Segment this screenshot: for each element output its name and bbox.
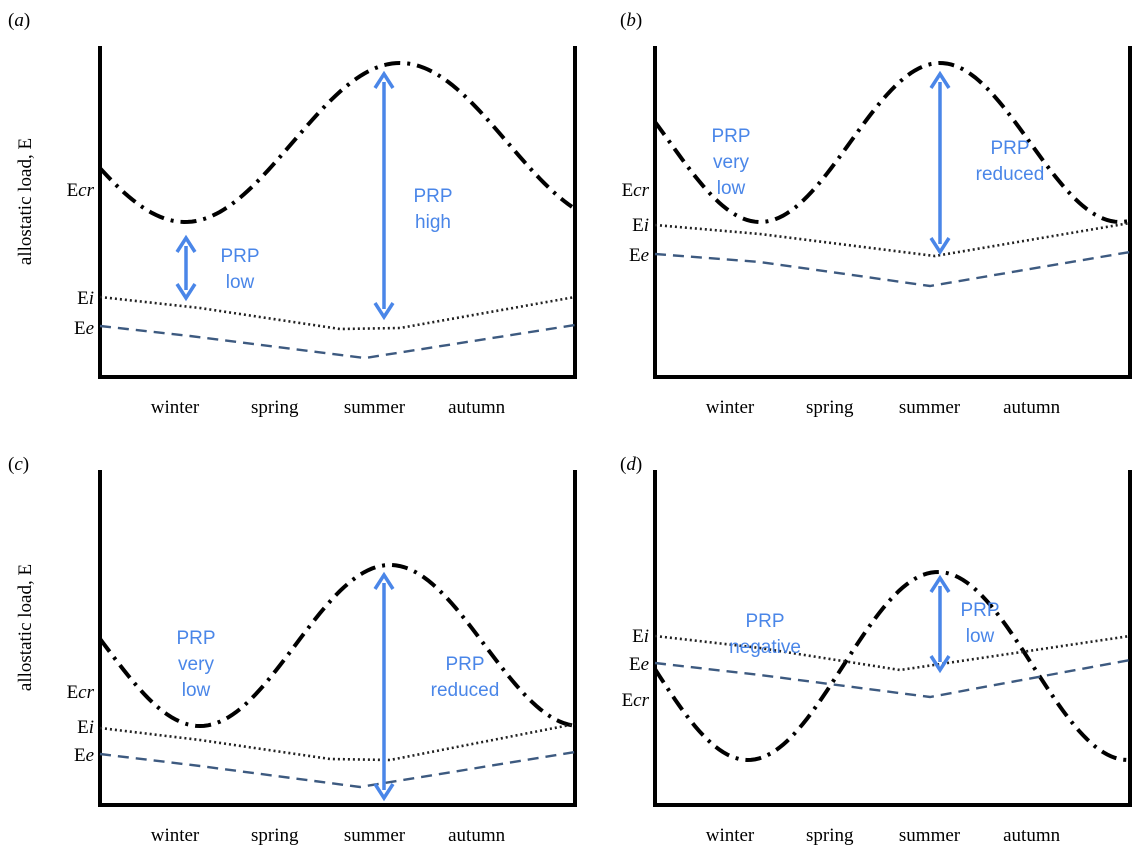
environment-load-curve xyxy=(99,323,576,360)
prp-annotation-1-line: low xyxy=(966,626,995,647)
panel-tag: (c) xyxy=(8,454,29,475)
level-label-critical: Ecr xyxy=(622,690,650,711)
level-label-critical: Ecr xyxy=(67,682,95,703)
season-label-summer: summer xyxy=(899,397,961,418)
prp-arrow-1-head-bottom xyxy=(929,237,951,256)
panel-a: (a) allostatic load, E winter spring summer a… xyxy=(8,10,577,418)
prp-arrow-1-head-top xyxy=(373,571,395,590)
level-label-environment: Ee xyxy=(629,654,649,675)
season-label-winter: winter xyxy=(151,825,200,846)
prp-arrow-0-head-bottom xyxy=(175,283,197,302)
prp-arrow-1-head-bottom xyxy=(373,783,395,802)
internal-load-curve xyxy=(99,722,576,762)
prp-annotation-0-line: low xyxy=(182,680,211,701)
season-label-winter: winter xyxy=(706,397,755,418)
level-label-internal: Ei xyxy=(632,215,649,236)
critical-load-curve xyxy=(98,563,573,729)
level-label-internal: Ei xyxy=(77,717,94,738)
critical-load-curve xyxy=(653,61,1128,224)
prp-arrow-1-head-top xyxy=(929,574,951,593)
prp-annotation-0-line: PRP xyxy=(220,246,259,267)
critical-load-curve xyxy=(98,60,574,224)
prp-arrow-0-head-top xyxy=(175,234,197,253)
environment-load-curve xyxy=(99,750,576,789)
environment-load-curve xyxy=(654,658,1131,699)
season-label-spring: spring xyxy=(251,397,299,418)
panel-tag: (d) xyxy=(620,454,642,475)
prp-arrow-1-head-bottom xyxy=(929,655,951,674)
panel-tag: (b) xyxy=(620,10,642,31)
prp-annotation-0-line: very xyxy=(713,152,749,173)
axis-frame xyxy=(98,46,577,379)
prp-arrow-1-head-top xyxy=(373,70,395,89)
prp-annotation-1-line: PRP xyxy=(960,600,999,621)
season-label-autumn: autumn xyxy=(1003,825,1060,846)
prp-annotation-0-line: PRP xyxy=(176,628,215,649)
season-label-summer: summer xyxy=(344,825,406,846)
season-label-spring: spring xyxy=(806,825,854,846)
level-label-critical: Ecr xyxy=(622,180,650,201)
level-label-critical: Ecr xyxy=(67,180,95,201)
internal-load-curve xyxy=(654,221,1131,258)
internal-load-curve xyxy=(654,634,1131,672)
prp-annotation-0-line: negative xyxy=(729,637,801,658)
season-label-spring: spring xyxy=(251,825,299,846)
prp-annotation-0-line: very xyxy=(178,654,214,675)
prp-annotation-0-line: PRP xyxy=(745,611,784,632)
panel-tag: (a) xyxy=(8,10,30,31)
prp-annotation-0-line: low xyxy=(226,272,255,293)
prp-annotation-1-line: PRP xyxy=(413,186,452,207)
level-label-environment: Ee xyxy=(74,318,94,339)
season-label-autumn: autumn xyxy=(1003,397,1060,418)
critical-load-curve xyxy=(653,570,1128,762)
prp-arrow-1-head-bottom xyxy=(373,302,395,321)
season-label-winter: winter xyxy=(706,825,755,846)
environment-load-curve xyxy=(654,250,1131,288)
panel-b: (b) winter spring summer autumn Ecr Ei Ee PRP ver… xyxy=(620,10,1132,418)
panel-d: (d) winter spring summer autumn Ecr Ei Ee PRP neg… xyxy=(620,454,1132,846)
level-label-internal: Ei xyxy=(632,626,649,647)
prp-annotation-1-line: reduced xyxy=(976,164,1045,185)
prp-annotation-1-line: high xyxy=(415,212,451,233)
prp-annotation-0-line: low xyxy=(717,178,746,199)
axis-frame xyxy=(653,46,1132,379)
axis-frame xyxy=(98,470,577,807)
y-axis-label: allostatic load, E xyxy=(15,138,36,265)
season-label-autumn: autumn xyxy=(448,825,505,846)
level-label-environment: Ee xyxy=(74,745,94,766)
prp-annotation-0-line: PRP xyxy=(711,126,750,147)
prp-annotation-1-line: PRP xyxy=(990,138,1029,159)
prp-annotation-1-line: PRP xyxy=(445,654,484,675)
level-label-internal: Ei xyxy=(77,288,94,309)
panel-c: (c) allostatic load, E winter spring summer a… xyxy=(8,454,577,846)
y-axis-label: allostatic load, E xyxy=(15,564,36,691)
prp-annotation-1-line: reduced xyxy=(431,680,500,701)
level-label-environment: Ee xyxy=(629,245,649,266)
season-label-summer: summer xyxy=(899,825,961,846)
season-label-autumn: autumn xyxy=(448,397,505,418)
season-label-summer: summer xyxy=(344,397,406,418)
internal-load-curve xyxy=(99,295,576,331)
season-label-spring: spring xyxy=(806,397,854,418)
season-label-winter: winter xyxy=(151,397,200,418)
prp-arrow-1-head-top xyxy=(929,70,951,89)
axis-frame xyxy=(653,470,1132,807)
